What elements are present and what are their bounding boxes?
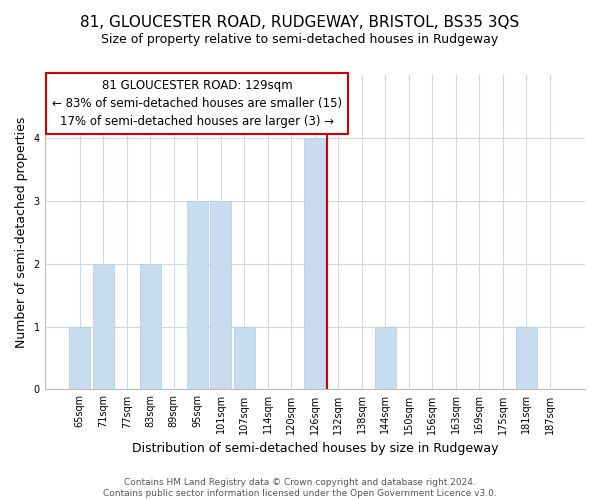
Bar xyxy=(69,326,91,390)
Bar xyxy=(516,326,537,390)
X-axis label: Distribution of semi-detached houses by size in Rudgeway: Distribution of semi-detached houses by … xyxy=(131,442,498,455)
Text: Size of property relative to semi-detached houses in Rudgeway: Size of property relative to semi-detach… xyxy=(101,32,499,46)
Bar xyxy=(304,138,325,390)
Text: 81 GLOUCESTER ROAD: 129sqm
← 83% of semi-detached houses are smaller (15)
17% of: 81 GLOUCESTER ROAD: 129sqm ← 83% of semi… xyxy=(52,80,343,128)
Bar xyxy=(140,264,161,390)
Bar xyxy=(187,201,208,390)
Text: 81, GLOUCESTER ROAD, RUDGEWAY, BRISTOL, BS35 3QS: 81, GLOUCESTER ROAD, RUDGEWAY, BRISTOL, … xyxy=(80,15,520,30)
Bar xyxy=(375,326,396,390)
Y-axis label: Number of semi-detached properties: Number of semi-detached properties xyxy=(15,116,28,348)
Bar xyxy=(93,264,114,390)
Text: Contains HM Land Registry data © Crown copyright and database right 2024.
Contai: Contains HM Land Registry data © Crown c… xyxy=(103,478,497,498)
Bar xyxy=(234,326,255,390)
Bar xyxy=(210,201,232,390)
